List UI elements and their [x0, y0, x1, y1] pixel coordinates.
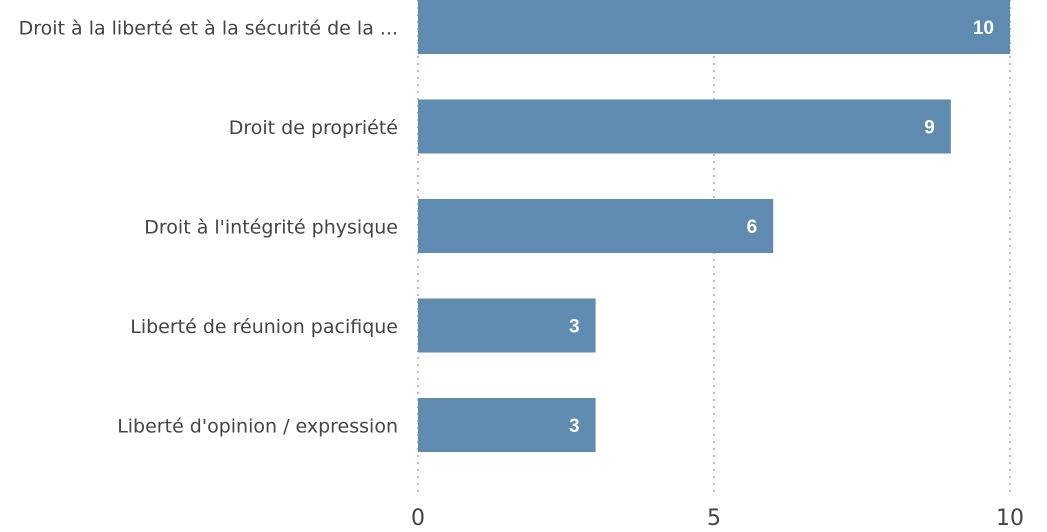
- x-tick-label: 10: [996, 506, 1024, 531]
- bar: [418, 199, 774, 253]
- bar: [418, 0, 1010, 54]
- bar: [418, 398, 596, 452]
- bar: [418, 298, 596, 353]
- value-label: 3: [569, 317, 580, 338]
- value-label: 9: [924, 118, 935, 139]
- bar: [418, 99, 951, 154]
- y-tick-label: Liberté de réunion pacifique: [130, 316, 398, 338]
- y-tick-label: Liberté d'opinion / expression: [117, 416, 398, 438]
- value-label: 10: [973, 18, 994, 39]
- y-tick-label: Droit à la liberté et à la sécurité de l…: [19, 18, 398, 40]
- y-tick-label: Droit à l'intégrité physique: [144, 217, 398, 239]
- x-tick-label: 0: [411, 506, 425, 531]
- y-tick-label: Droit de propriété: [229, 117, 398, 139]
- x-tick-label: 5: [707, 506, 721, 531]
- value-label: 3: [569, 416, 580, 437]
- value-label: 6: [747, 217, 758, 238]
